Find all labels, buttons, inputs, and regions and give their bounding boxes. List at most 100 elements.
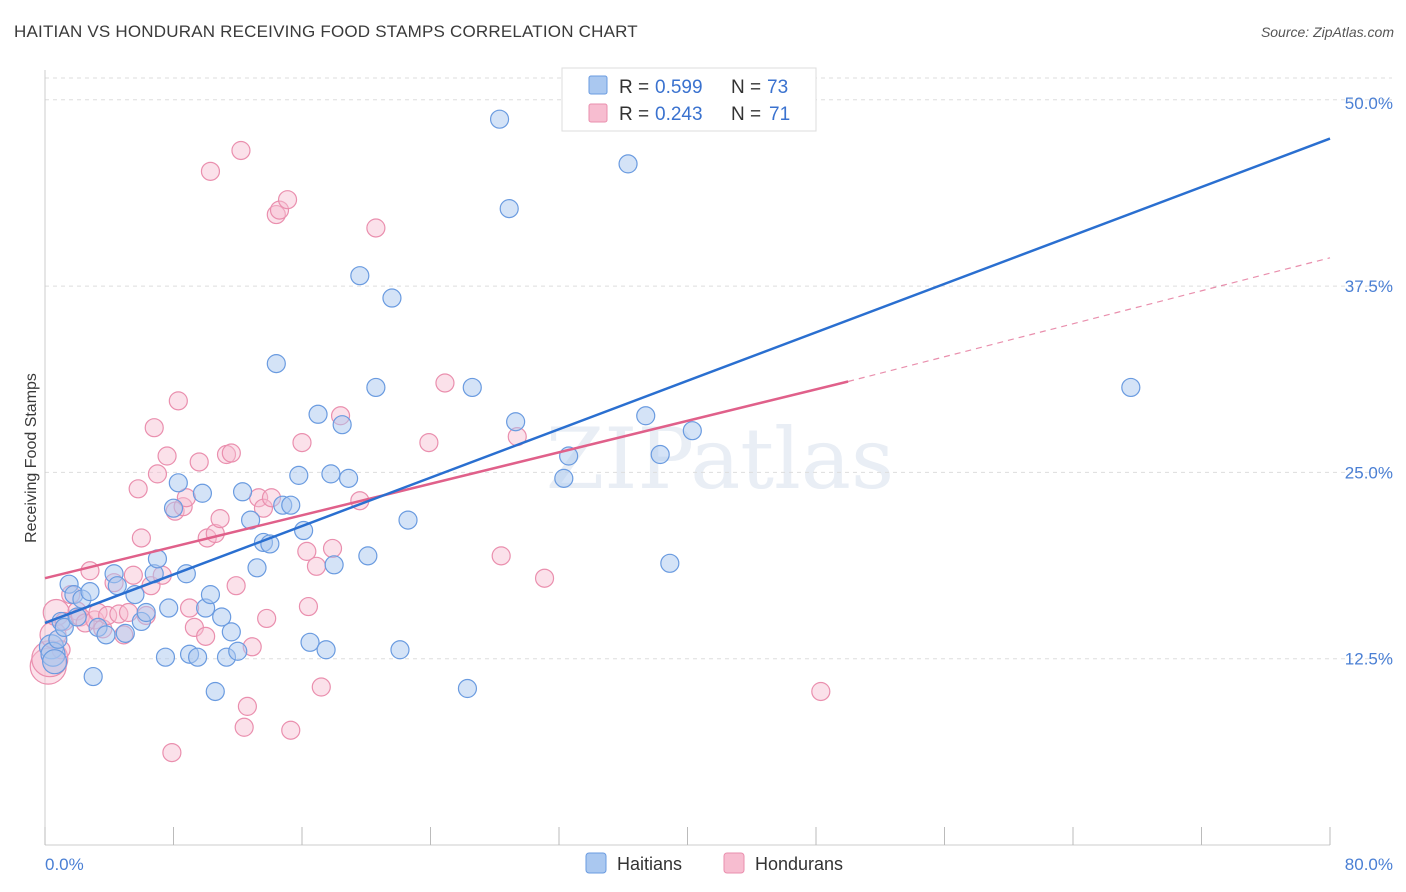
haitian-point [554, 468, 574, 488]
bottom-legend: Haitians Hondurans [585, 852, 843, 874]
y-axis-title: Receiving Food Stamps [23, 373, 40, 543]
y-tick-label: 50.0% [1345, 94, 1393, 113]
honduran-point [366, 218, 386, 238]
haitian-point [324, 555, 344, 575]
honduran-point [221, 443, 241, 463]
haitian-point [205, 681, 225, 702]
honduran-point [147, 464, 168, 484]
haitian-point [115, 623, 135, 643]
y-tick-label: 12.5% [1345, 650, 1393, 669]
haitian-point [136, 602, 156, 623]
source-label: Source: ZipAtlas.com [1260, 24, 1394, 40]
x-ticks [44, 827, 1331, 845]
honduran-point [534, 568, 555, 588]
haitian-point [80, 582, 100, 602]
haitian-point [316, 640, 336, 660]
haitian-point [390, 640, 410, 660]
haitian-point [163, 498, 184, 518]
honduran-point [226, 576, 246, 596]
legend-swatch-haitians [588, 75, 608, 95]
hondurans-regression-extension [847, 257, 1331, 383]
haitian-point [332, 415, 352, 435]
haitians-points [38, 109, 1141, 702]
haitian-point [232, 482, 253, 502]
haitian-point [228, 641, 248, 661]
honduran-point [322, 538, 343, 559]
haitian-point [168, 473, 188, 493]
honduran-point [168, 391, 188, 411]
legend-box: R = 0.599 N = 73 R = 0.243 N = 71 [561, 67, 817, 132]
legend-haitians-n-label: N = [731, 77, 761, 98]
haitian-point [96, 625, 116, 645]
haitian-point [636, 406, 656, 426]
bottom-legend-swatch-hondurans [723, 852, 745, 874]
honduran-point [123, 565, 143, 585]
x-tick-label-min: 0.0% [45, 855, 84, 874]
legend-hondurans-r-value: 0.243 [655, 104, 703, 125]
honduran-point [200, 161, 221, 181]
legend-haitians-n-value: 73 [767, 77, 788, 98]
y-tick-labels: 12.5% 25.0% 37.5% 50.0% [1345, 94, 1393, 669]
bottom-legend-hondurans: Hondurans [755, 854, 843, 874]
haitian-point [308, 404, 328, 424]
honduran-point [210, 509, 230, 529]
honduran-point [269, 200, 290, 220]
haitian-point [660, 553, 680, 573]
haitian-point [42, 649, 68, 675]
haitian-point [300, 632, 320, 652]
regression-lines [44, 137, 1331, 625]
honduran-point [162, 742, 182, 763]
honduran-point [257, 608, 277, 629]
haitian-point [506, 412, 526, 432]
honduran-point [419, 432, 439, 453]
honduran-point [435, 373, 455, 393]
haitian-point [338, 468, 359, 488]
honduran-point [109, 604, 129, 624]
honduran-point [306, 556, 327, 576]
legend-hondurans-n-value: 71 [769, 104, 790, 125]
honduran-point [311, 677, 331, 697]
haitian-point [221, 622, 241, 642]
honduran-point [237, 696, 257, 716]
honduran-point [253, 498, 274, 518]
y-tick-label: 37.5% [1345, 277, 1393, 296]
haitian-point [192, 483, 213, 503]
watermark: ZIPatlas [546, 410, 894, 508]
honduran-point [144, 418, 164, 438]
chart-title: HAITIAN VS HONDURAN RECEIVING FOOD STAMP… [14, 22, 638, 41]
haitian-point [200, 585, 221, 605]
honduran-point [234, 717, 254, 737]
honduran-point [292, 432, 312, 453]
haitian-point [289, 465, 309, 485]
haitian-point [1121, 377, 1141, 398]
haitian-point [382, 288, 402, 308]
honduran-point [277, 190, 298, 210]
legend-hondurans-r-label: R = [619, 104, 649, 125]
honduran-point [157, 446, 177, 466]
haitian-point [159, 598, 179, 618]
honduran-point [179, 598, 200, 618]
y-tick-label: 25.0% [1345, 463, 1393, 482]
haitian-point [266, 354, 286, 374]
haitian-point [54, 617, 74, 638]
haitian-point [398, 510, 418, 530]
legend-haitians-r-label: R = [619, 77, 649, 98]
honduran-point [128, 479, 148, 499]
haitian-point [618, 154, 638, 174]
honduran-point [189, 452, 209, 472]
honduran-point [131, 528, 151, 548]
haitian-point [281, 495, 301, 515]
honduran-point [281, 720, 301, 740]
hondurans-regression-line [44, 380, 849, 580]
haitian-point [489, 109, 510, 129]
haitian-point [212, 607, 232, 627]
honduran-point [811, 681, 831, 702]
honduran-point [196, 626, 216, 646]
haitian-point [358, 546, 378, 566]
haitian-point [247, 558, 267, 578]
haitian-point [83, 666, 103, 687]
haitian-point [499, 199, 519, 219]
haitian-point [462, 377, 482, 398]
honduran-point [491, 546, 511, 566]
